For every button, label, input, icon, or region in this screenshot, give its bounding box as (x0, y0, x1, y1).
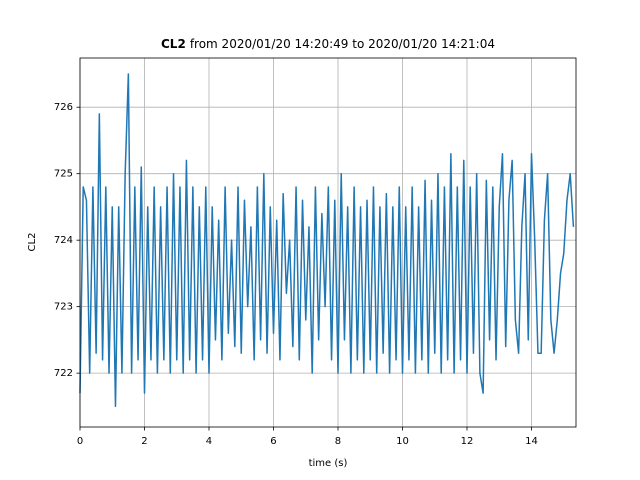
chart-title: CL2 from 2020/01/20 14:20:49 to 2020/01/2… (161, 37, 495, 51)
x-tick-label: 6 (270, 436, 276, 447)
y-tick-label: 723 (54, 302, 73, 313)
y-tick-label: 722 (54, 368, 73, 379)
x-tick-label: 10 (396, 436, 409, 447)
x-tick-label: 0 (77, 436, 83, 447)
x-tick-label: 8 (335, 436, 341, 447)
y-tick-label: 725 (54, 169, 73, 180)
y-axis-label: CL2 (27, 233, 38, 252)
x-tick-label: 14 (525, 436, 538, 447)
title-bold: CL2 (161, 37, 186, 51)
x-axis-label: time (s) (309, 458, 348, 469)
plot-frame (79, 57, 577, 428)
x-tick-label: 4 (206, 436, 212, 447)
data-line (79, 73, 575, 408)
x-tick-label: 12 (461, 436, 474, 447)
y-tick-label: 724 (54, 235, 73, 246)
title-rest: from 2020/01/20 14:20:49 to 2020/01/20 1… (190, 37, 495, 51)
y-tick-label: 726 (54, 102, 73, 113)
x-tick-label: 2 (141, 436, 147, 447)
